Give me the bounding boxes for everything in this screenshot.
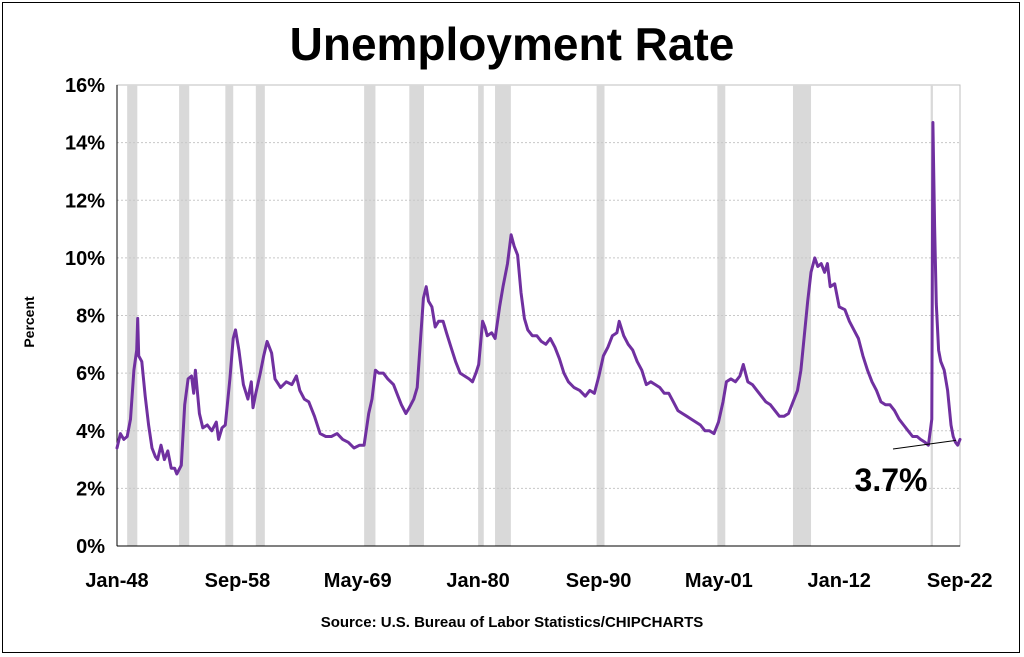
y-tick-label: 2% <box>76 478 105 500</box>
recession-band <box>596 85 605 546</box>
chart-plot: 0% 2% 4% 6% 8% 10% 12% 14% 16% Jan-48 Sep-58 May-69… <box>65 75 993 592</box>
y-tick-label: 4% <box>76 421 105 443</box>
recession-band <box>478 85 484 546</box>
unemployment-rate-line <box>115 121 962 476</box>
latest-value-annotation: 3.7% <box>855 462 928 498</box>
recession-band <box>179 85 190 546</box>
y-tick-label: 8% <box>76 306 105 328</box>
annotation-leader-line <box>892 439 957 450</box>
x-tick-label: Jan-48 <box>85 570 148 592</box>
recession-band <box>409 85 424 546</box>
x-tick-label: Sep-58 <box>205 570 271 592</box>
x-tick-label: Jan-12 <box>808 570 871 592</box>
recession-band <box>255 85 265 546</box>
chart-title: Unemployment Rate <box>289 18 735 70</box>
x-tick-label: May-01 <box>685 570 753 592</box>
x-tick-label: Sep-22 <box>927 570 993 592</box>
y-tick-label: 6% <box>76 363 105 385</box>
x-tick-label: Jan-80 <box>446 570 509 592</box>
x-tick-label: Sep-90 <box>566 570 632 592</box>
source-note: Source: U.S. Bureau of Labor Statistics/… <box>320 614 704 631</box>
recession-band <box>127 85 138 546</box>
y-tick-label: 12% <box>65 190 105 212</box>
y-tick-label: 14% <box>65 133 105 155</box>
y-tick-label: 0% <box>76 536 105 558</box>
x-tick-label: May-69 <box>324 570 392 592</box>
y-tick-label: 10% <box>65 248 105 270</box>
y-tick-label: 16% <box>65 75 105 97</box>
